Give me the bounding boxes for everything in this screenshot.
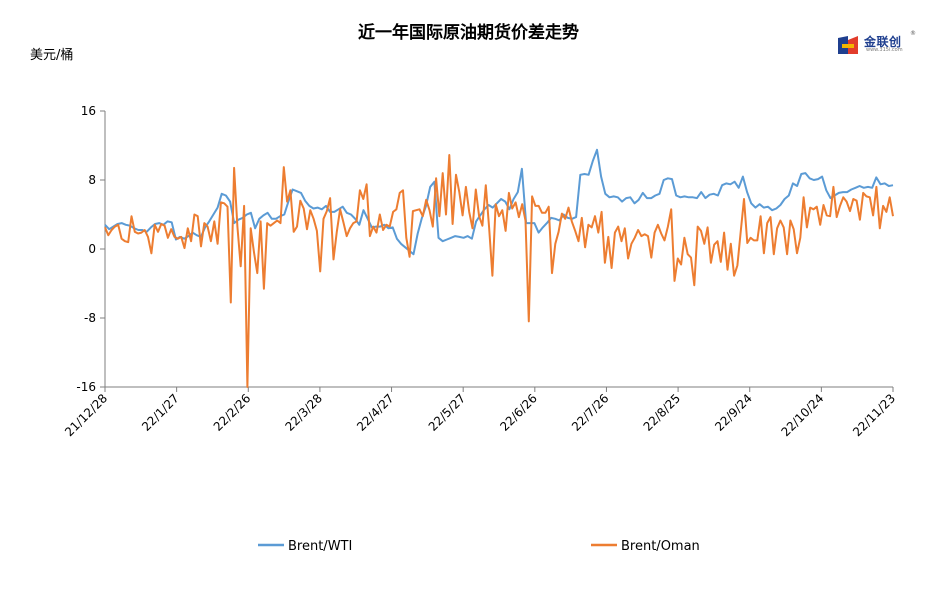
x-tick-label: 21/12/28	[62, 391, 110, 439]
x-tick-label: 22/7/26	[569, 391, 612, 434]
series-layer	[104, 148, 894, 388]
x-tick-label: 22/3/28	[282, 391, 325, 434]
y-axis-unit: 美元/桶	[30, 48, 74, 63]
legend-label-brent-wti: Brent/WTI	[288, 539, 352, 554]
brand-logo: 金联创 www.315i.com ®	[836, 30, 916, 58]
x-tick-label: 22/2/26	[211, 391, 254, 434]
chart-title: 近一年国际原油期货价差走势	[358, 23, 579, 43]
y-tick-label: -8	[84, 311, 96, 325]
y-axis: 16 8 0 -8 -16	[76, 104, 106, 394]
x-tick-label: 22/10/24	[778, 391, 826, 439]
x-tick-label: 22/11/23	[850, 391, 898, 439]
logo-registered-mark: ®	[910, 30, 916, 37]
x-tick-label: 22/8/25	[641, 391, 684, 434]
x-tick-label: 22/6/26	[497, 391, 540, 434]
y-tick-label: 16	[81, 104, 96, 118]
jlc-logo-icon	[838, 36, 858, 54]
x-axis: 21/12/28 22/1/27 22/2/26 22/3/28 22/4/27 22/5…	[62, 386, 898, 439]
legend: Brent/WTI Brent/Oman	[258, 539, 700, 554]
y-tick-label: -16	[76, 380, 96, 394]
legend-label-brent-oman: Brent/Oman	[621, 539, 700, 554]
y-tick-label: 8	[88, 173, 96, 187]
x-tick-label: 22/9/24	[712, 391, 755, 434]
x-tick-label: 22/4/27	[354, 391, 397, 434]
x-tick-label: 22/5/27	[426, 391, 469, 434]
x-tick-label: 22/1/27	[139, 391, 182, 434]
y-tick-label: 0	[88, 242, 96, 256]
logo-url: www.315i.com	[866, 47, 903, 53]
series-line-brent-oman	[104, 154, 894, 388]
logo-text: 金联创	[864, 35, 902, 49]
